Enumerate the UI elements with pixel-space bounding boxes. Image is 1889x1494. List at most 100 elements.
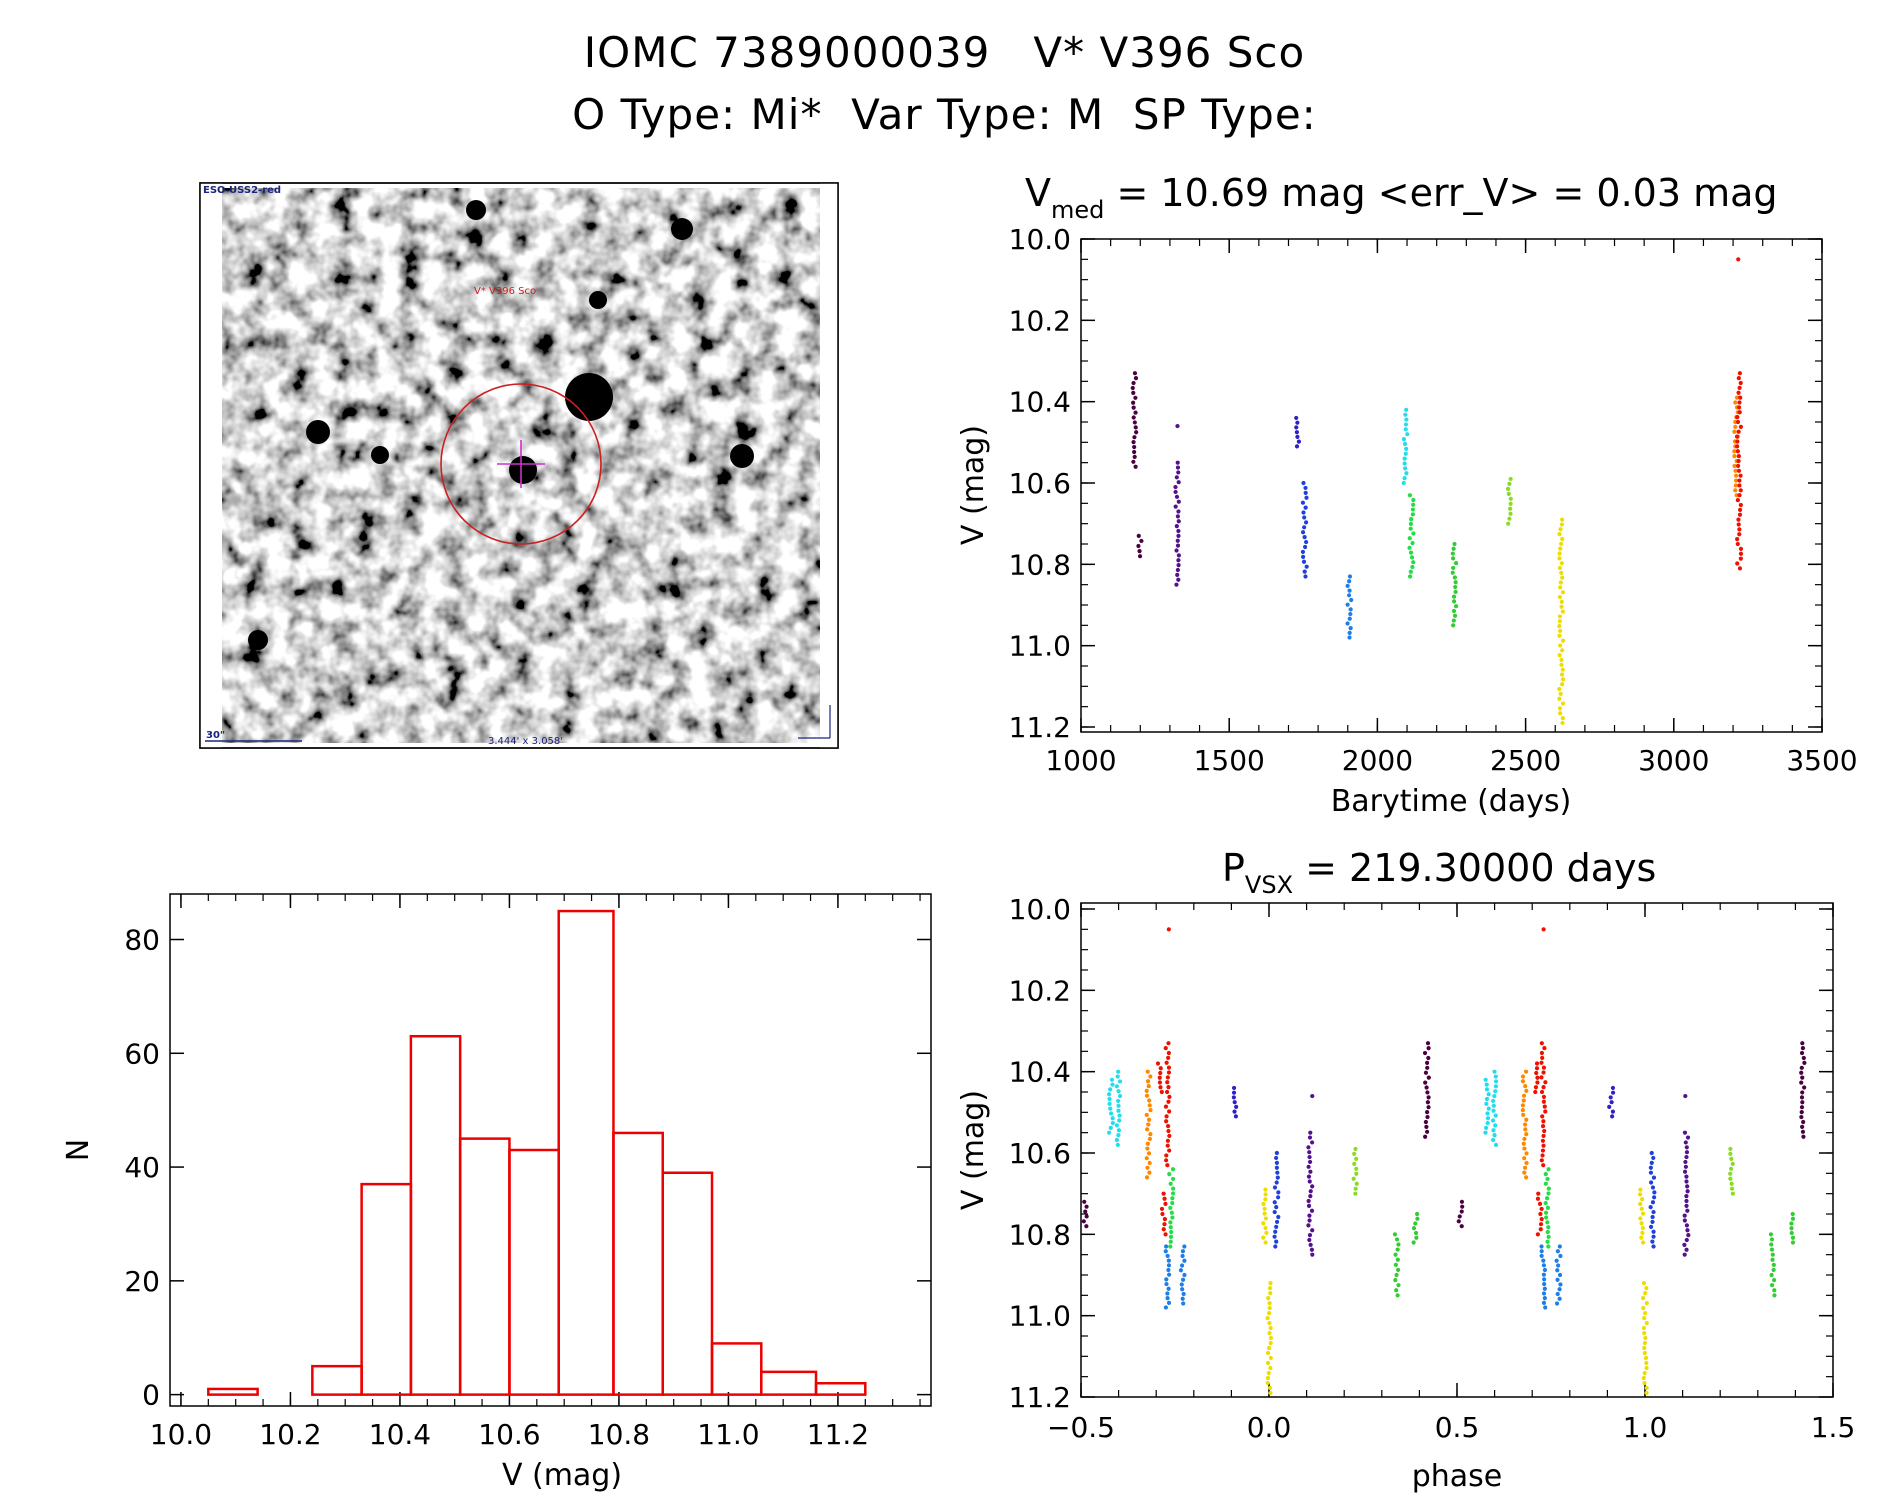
- data-point: [1491, 1128, 1496, 1133]
- data-point: [1347, 630, 1352, 635]
- data-point: [1265, 1350, 1271, 1356]
- data-point: [1268, 1340, 1273, 1346]
- data-point: [1534, 1070, 1539, 1076]
- data-point: [1508, 501, 1513, 506]
- data-point: [1729, 1156, 1734, 1161]
- data-point: [1639, 1221, 1644, 1226]
- data-point: [1735, 415, 1740, 420]
- data-point: [1272, 1185, 1278, 1190]
- data-point: [1555, 1277, 1560, 1282]
- data-point: [1534, 1061, 1540, 1066]
- data-point: [1644, 1320, 1649, 1326]
- data-point: [1163, 1232, 1168, 1237]
- data-point: [1307, 1159, 1313, 1165]
- data-point: [1347, 635, 1352, 640]
- data-point: [1491, 1098, 1496, 1104]
- data-point: [1738, 473, 1743, 478]
- x-tick-label: 10.8: [588, 1418, 650, 1451]
- data-point: [1306, 1223, 1311, 1228]
- data-point: [1559, 604, 1564, 609]
- data-point: [1166, 1085, 1171, 1090]
- data-point: [1540, 1124, 1546, 1129]
- data-point: [1641, 1240, 1646, 1245]
- data-point: [1409, 555, 1415, 560]
- data-point: [1392, 1232, 1398, 1237]
- data-point: [1116, 1108, 1121, 1113]
- data-point: [1484, 1096, 1490, 1102]
- data-point: [1408, 550, 1414, 555]
- data-point: [1541, 1065, 1547, 1070]
- x-tick-label: 10.6: [478, 1418, 540, 1451]
- data-point: [1082, 1199, 1087, 1204]
- data-point: [1413, 1230, 1419, 1236]
- data-point: [1146, 1083, 1151, 1089]
- data-point: [1158, 1085, 1163, 1090]
- data-point: [1130, 385, 1135, 391]
- x-tick-label: 3500: [1786, 744, 1857, 777]
- data-point: [1294, 430, 1299, 435]
- data-point: [1542, 1296, 1547, 1301]
- x-tick-label: −0.5: [1047, 1411, 1115, 1444]
- data-point: [1131, 390, 1136, 395]
- data-point: [1685, 1208, 1690, 1213]
- data-point: [1737, 507, 1743, 512]
- data-point: [1450, 551, 1455, 556]
- data-point: [1168, 1225, 1173, 1230]
- data-point: [1169, 1229, 1174, 1235]
- data-point: [1409, 517, 1414, 522]
- data-point: [1168, 1205, 1173, 1210]
- data-point: [1799, 1114, 1804, 1120]
- size-label: 3.444' x 3.058': [488, 736, 563, 747]
- data-point: [1541, 1263, 1547, 1268]
- data-point: [1139, 538, 1144, 544]
- data-point: [1310, 1228, 1315, 1233]
- y-tick-label: 10.0: [1009, 223, 1071, 256]
- data-point: [1263, 1216, 1268, 1221]
- data-point: [1267, 1305, 1272, 1311]
- data-point: [1539, 1075, 1544, 1080]
- data-point: [1180, 1296, 1185, 1301]
- data-point: [1801, 1119, 1806, 1125]
- data-point: [1682, 1252, 1687, 1257]
- data-point: [1307, 1213, 1312, 1218]
- data-point: [1541, 1272, 1546, 1277]
- data-point: [1144, 1088, 1149, 1093]
- data-point: [1425, 1110, 1430, 1115]
- data-point: [1524, 1088, 1529, 1093]
- data-point: [1307, 1154, 1312, 1160]
- data-point: [1520, 1079, 1526, 1084]
- data-point: [1166, 1065, 1172, 1070]
- data-point: [1789, 1226, 1794, 1231]
- data-point: [1641, 1305, 1646, 1311]
- data-point: [1541, 1300, 1547, 1305]
- data-point: [1347, 574, 1353, 579]
- data-point: [1557, 696, 1562, 701]
- survey-label: ESO USS2-red: [203, 185, 281, 196]
- data-point: [1800, 1075, 1805, 1080]
- data-point: [1426, 1046, 1431, 1051]
- data-point: [1117, 1118, 1122, 1123]
- data-point: [1176, 480, 1181, 485]
- data-point: [1166, 1050, 1171, 1056]
- phase-curve-xlabel: phase: [1412, 1459, 1503, 1494]
- data-point: [1557, 633, 1562, 638]
- data-point: [1176, 577, 1181, 582]
- data-point: [1182, 1272, 1187, 1278]
- data-point: [1484, 1087, 1490, 1092]
- data-point: [1683, 1159, 1688, 1165]
- data-point: [1147, 1098, 1152, 1103]
- data-point: [1610, 1085, 1616, 1091]
- data-point: [1395, 1257, 1400, 1262]
- data-point: [1558, 585, 1563, 590]
- data-point: [1557, 1287, 1562, 1292]
- data-point: [1557, 551, 1562, 556]
- data-point: [1771, 1262, 1776, 1267]
- data-point: [1769, 1272, 1774, 1278]
- data-point: [1545, 1176, 1550, 1182]
- data-point: [1648, 1165, 1653, 1170]
- y-tick-label: 60: [124, 1037, 160, 1070]
- data-point: [1145, 1141, 1150, 1146]
- data-point: [1175, 460, 1180, 465]
- data-point: [1546, 1186, 1551, 1191]
